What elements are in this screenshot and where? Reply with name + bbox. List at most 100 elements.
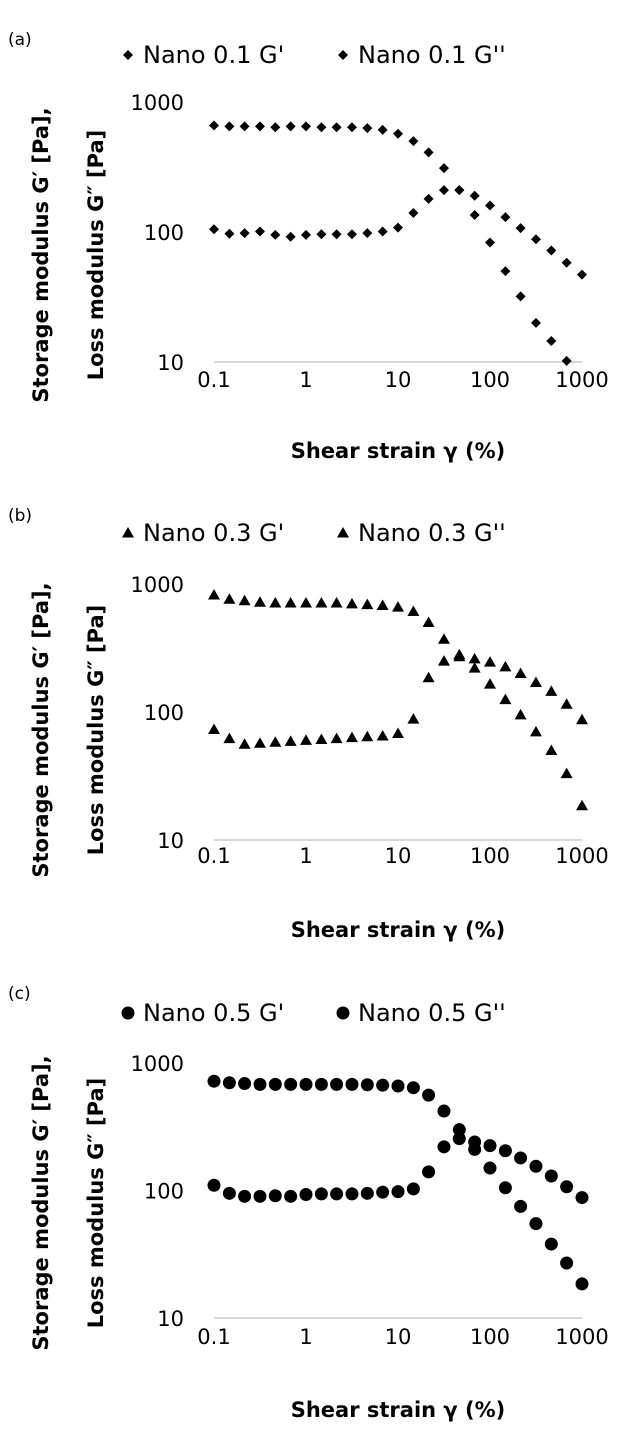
data-point [360, 1186, 374, 1200]
data-point [407, 605, 420, 616]
data-point [529, 1159, 543, 1173]
series-1 [208, 589, 588, 811]
y-tick-label: 100 [144, 1180, 184, 1204]
data-point [377, 226, 388, 237]
data-point [422, 671, 435, 683]
data-point [485, 200, 495, 211]
data-point [285, 121, 296, 132]
data-point [254, 121, 265, 132]
data-point [406, 1081, 420, 1095]
data-point [268, 1189, 282, 1203]
legend: Nano 0.3 G' Nano 0.3 G'' [122, 519, 506, 547]
data-point [499, 660, 512, 672]
legend-entry: Nano 0.3 G'' [358, 519, 506, 547]
data-point [392, 601, 404, 612]
data-point [330, 597, 343, 608]
data-point [209, 224, 219, 235]
data-point [391, 1079, 405, 1093]
x-tick-label: 10 [385, 368, 412, 392]
data-point [331, 229, 342, 240]
y-tick-label: 10 [157, 1307, 184, 1331]
x-tick-label: 100 [470, 844, 510, 868]
series-2 [209, 185, 587, 280]
legend: Nano 0.1 G' Nano 0.1 G'' [123, 41, 506, 69]
data-point [498, 1181, 512, 1195]
data-point [315, 733, 328, 744]
data-point [330, 1187, 344, 1201]
series-2 [208, 648, 588, 749]
x-axis-title: Shear strain γ (%) [291, 439, 506, 463]
data-point [529, 725, 542, 737]
data-point [530, 317, 541, 328]
data-point [560, 698, 573, 709]
data-point [376, 1078, 390, 1092]
legend-entry: Nano 0.3 G' [143, 519, 284, 547]
data-point [422, 1165, 436, 1179]
data-point [469, 190, 480, 201]
data-point [301, 121, 311, 132]
data-point [560, 767, 573, 779]
panel-label: (a) [8, 30, 32, 50]
data-point [345, 1077, 359, 1091]
data-point [498, 1144, 512, 1158]
x-tick-label: 100 [470, 368, 510, 392]
panel-label: (b) [8, 506, 32, 526]
legend-entry: Nano 0.1 G' [143, 41, 284, 69]
legend-marker [337, 527, 349, 538]
data-point [469, 210, 480, 221]
data-point [315, 597, 328, 608]
data-point [529, 676, 542, 688]
data-point [468, 652, 481, 664]
data-point [454, 185, 465, 196]
data-point [270, 229, 281, 240]
data-point [223, 732, 236, 744]
series-1 [209, 120, 572, 366]
data-point [284, 1077, 298, 1091]
legend-entry: Nano 0.1 G'' [358, 41, 506, 69]
data-point [314, 1187, 328, 1201]
x-tick-label: 1000 [555, 844, 608, 868]
data-point [438, 163, 449, 174]
data-point [209, 120, 219, 131]
data-point [208, 589, 220, 600]
data-point [238, 738, 251, 749]
data-point [576, 799, 588, 811]
x-tick-label: 0.1 [197, 368, 230, 392]
data-point [222, 1186, 236, 1200]
data-point [253, 596, 266, 607]
data-point [407, 713, 420, 724]
data-point [437, 1104, 451, 1118]
data-point [268, 1077, 282, 1091]
data-point [484, 678, 496, 689]
data-point [452, 1123, 466, 1137]
data-point [345, 1187, 359, 1201]
data-point [316, 229, 327, 240]
y-axis-title-line-2: Loss modulus G″ [Pa] [84, 130, 108, 381]
data-point [222, 1076, 236, 1090]
data-point [438, 185, 449, 196]
series-2 [207, 1132, 589, 1205]
data-point [208, 723, 220, 734]
data-point [207, 1178, 221, 1192]
data-point [515, 291, 526, 302]
data-point [575, 1191, 589, 1205]
data-point [529, 1217, 543, 1231]
data-point [408, 136, 419, 147]
data-point [314, 1077, 328, 1091]
data-point [362, 123, 373, 134]
data-point [361, 598, 374, 610]
data-point [577, 269, 587, 280]
data-point [392, 727, 404, 738]
y-tick-label: 1000 [131, 573, 184, 597]
data-point [254, 226, 265, 237]
data-point [270, 122, 281, 133]
data-point [561, 257, 572, 268]
legend-marker [336, 1006, 350, 1020]
data-point [468, 1135, 482, 1149]
data-point [360, 1078, 374, 1092]
legend: Nano 0.5 G' Nano 0.5 G'' [121, 999, 506, 1027]
data-point [239, 121, 250, 132]
data-point [299, 1077, 313, 1091]
data-point [545, 685, 558, 696]
